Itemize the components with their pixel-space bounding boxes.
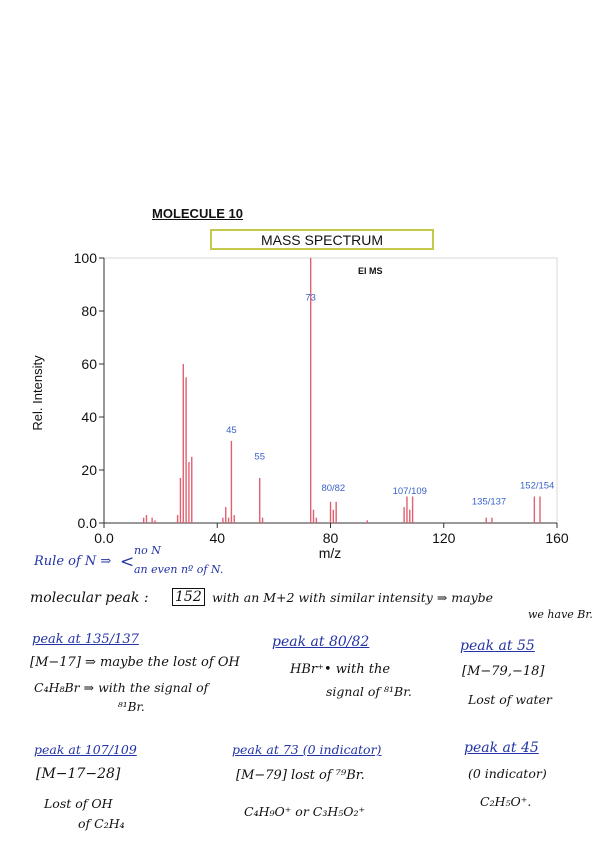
page-title: MOLECULE 10 <box>152 206 244 221</box>
peak-labels: 73 45 55 80/82 107/109 135/137 152/154 <box>226 292 554 507</box>
peak-label-55: 55 <box>254 451 265 462</box>
peak-135-line-3: ⁸¹Br. <box>118 700 145 714</box>
peak-label-135-137: 135/137 <box>472 496 506 507</box>
peak-73-line-1: [M−79] lost of ⁷⁹Br. <box>236 768 365 783</box>
peak-55-heading: peak at 55 <box>460 638 535 654</box>
chart-subtitle: EI MS <box>358 266 383 276</box>
y-tick-label-100: 100 <box>74 250 98 266</box>
peak-label-80-82: 80/82 <box>321 483 345 494</box>
peak-80-heading: peak at 80/82 <box>272 634 370 650</box>
rule-of-n-option-2: an even nº of N. <box>134 563 224 576</box>
peak-135-line-2: C₄H₈Br ⇒ with the signal of <box>34 680 209 695</box>
molecular-peak-note: with an M+2 with similar intensity ⇒ may… <box>212 590 494 605</box>
peak-80-line-2: signal of ⁸¹Br. <box>326 684 412 699</box>
x-tick-label-120: 120 <box>432 530 456 546</box>
peak-73-heading: peak at 73 (0 indicator) <box>232 742 382 757</box>
rule-of-n-label: Rule of N ⇒ <box>34 554 112 569</box>
rule-of-n-option-1: no N <box>134 544 161 557</box>
peak-label-73: 73 <box>305 292 316 303</box>
peak-135-line-1: [M−17] ⇒ maybe the lost of OH <box>30 655 240 670</box>
peak-73-line-2: C₄H₉O⁺ or C₃H₅O₂⁺ <box>244 804 366 819</box>
y-tick-label-40: 40 <box>81 409 97 425</box>
peak-80-line-1: HBr⁺• with the <box>290 662 391 677</box>
axis-ticks: 0.0 40 80 120 160 0.0 20 40 60 80 100 <box>74 250 569 546</box>
y-tick-label-60: 60 <box>81 356 97 372</box>
peak-55-line-1: [M−79,−18] <box>462 664 545 679</box>
molecular-peak-note-2: we have Br. <box>528 608 593 621</box>
peak-label-45: 45 <box>226 425 237 436</box>
peak-55-line-2: Lost of water <box>468 692 552 707</box>
peak-45-heading: peak at 45 <box>464 740 539 756</box>
peak-107-line-2: Lost of OH <box>44 796 113 811</box>
peak-107-heading: peak at 107/109 <box>34 742 137 757</box>
mass-spectrum-chart: 0.0 40 80 120 160 0.0 20 40 60 80 100 73 45 55 80/82 1… <box>30 250 569 560</box>
peak-45-line-1: (0 indicator) <box>468 766 547 781</box>
rule-of-n-brace: < <box>120 552 135 572</box>
peak-45-line-2: C₂H₅O⁺. <box>480 794 532 809</box>
peak-label-152-154: 152/154 <box>520 481 554 492</box>
peak-135-heading: peak at 135/137 <box>32 632 139 647</box>
peak-107-line-3: of C₂H₄ <box>78 816 125 831</box>
y-tick-label-80: 80 <box>81 303 97 319</box>
x-tick-label-80: 80 <box>323 530 339 546</box>
peak-label-107-109: 107/109 <box>393 486 427 497</box>
peak-107-line-1: [M−17−28] <box>36 766 121 782</box>
x-tick-label-0: 0.0 <box>94 530 114 546</box>
y-axis-label: Rel. Intensity <box>30 355 45 431</box>
x-axis-label: m/z <box>319 545 342 560</box>
x-tick-label-160: 160 <box>545 530 569 546</box>
spectrum-title-box: MASS SPECTRUM <box>210 229 434 250</box>
x-tick-label-40: 40 <box>209 530 225 546</box>
peak-bars <box>142 258 541 523</box>
y-tick-label-0: 0.0 <box>78 515 98 531</box>
molecular-peak-label: molecular peak : <box>30 590 149 606</box>
molecular-peak-value: 152 <box>172 588 205 606</box>
y-tick-label-20: 20 <box>81 462 97 478</box>
